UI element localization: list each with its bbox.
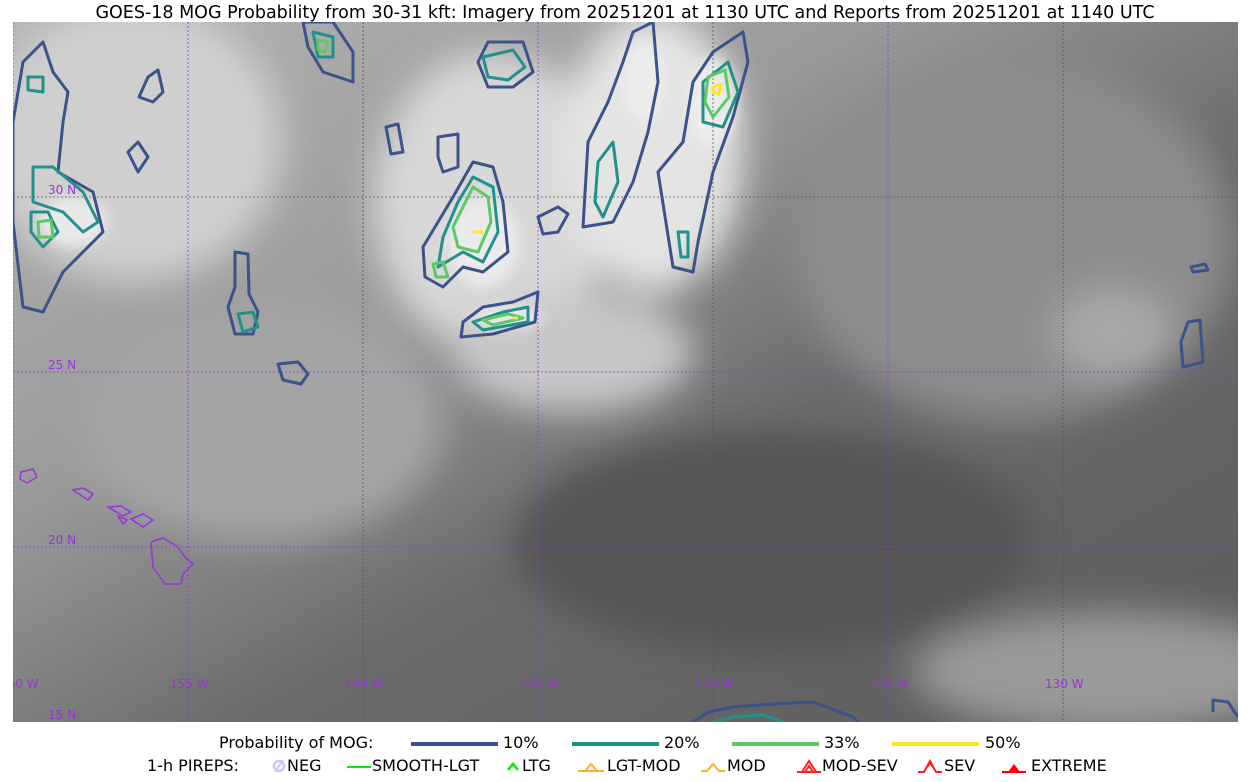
latitude-labels: 30 N 25 N 20 N 15 N: [48, 183, 76, 722]
cloud-imagery: [13, 22, 1238, 722]
lat-label-15n: 15 N: [48, 708, 76, 722]
lon-label-160w: 160 W: [13, 677, 39, 691]
lat-lon-grid: [13, 22, 1238, 722]
neg-icon: [272, 759, 286, 773]
sev-icon: [918, 758, 942, 773]
probability-legend: Probability of MOG: 10% 20% 33% 50%: [0, 733, 1250, 753]
pirep-label-smooth-lgt: SMOOTH-LGT: [372, 756, 480, 775]
extreme-icon: [1002, 764, 1026, 773]
lon-label-135w: 135 W: [870, 677, 909, 691]
longitude-labels: 160 W 155 W 150 W 145 W 140 W 135 W 130 …: [13, 677, 1084, 691]
legend-swatch-50: [892, 742, 979, 746]
legend-label-10: 10%: [503, 733, 539, 752]
probability-legend-label: Probability of MOG:: [219, 733, 374, 752]
ltg-chevron-icon: [507, 762, 519, 771]
pirep-label-extreme: EXTREME: [1031, 756, 1107, 775]
legend-label-33: 33%: [824, 733, 860, 752]
pireps-legend: 1-h PIREPS: NEG SMOOTH-LGT LTG LGT-MOD M…: [0, 756, 1250, 776]
pirep-label-mod: MOD: [727, 756, 766, 775]
pireps-legend-label: 1-h PIREPS:: [147, 756, 239, 775]
lon-label-155w: 155 W: [170, 677, 209, 691]
pirep-label-lgt-mod: LGT-MOD: [607, 756, 681, 775]
lon-label-140w: 140 W: [695, 677, 734, 691]
lon-label-150w: 150 W: [345, 677, 384, 691]
map-title: GOES-18 MOG Probability from 30-31 kft: …: [95, 3, 1155, 23]
mod-sev-icon: [797, 759, 821, 773]
lat-label-30n: 30 N: [48, 183, 76, 197]
legend-label-20: 20%: [664, 733, 700, 752]
legend-swatch-10: [411, 742, 498, 746]
lgt-mod-icon: [578, 762, 604, 772]
legend-swatch-20: [572, 742, 659, 746]
mog-contours: [13, 22, 1238, 722]
lat-label-25n: 25 N: [48, 358, 76, 372]
hawaii-coastline: [19, 468, 195, 585]
pirep-label-neg: NEG: [287, 756, 322, 775]
satellite-map: 30 N 25 N 20 N 15 N 160 W 155 W 150 W 14…: [13, 22, 1238, 722]
lon-label-145w: 145 W: [520, 677, 559, 691]
mod-chevron-icon: [701, 762, 725, 772]
legend-label-50: 50%: [985, 733, 1021, 752]
pirep-label-ltg: LTG: [522, 756, 551, 775]
smooth-lgt-line-icon: [347, 766, 371, 768]
lat-label-20n: 20 N: [48, 533, 76, 547]
pirep-label-mod-sev: MOD-SEV: [822, 756, 898, 775]
legend-swatch-33: [732, 742, 819, 746]
pirep-label-sev: SEV: [944, 756, 976, 775]
lon-label-130w: 130 W: [1045, 677, 1084, 691]
